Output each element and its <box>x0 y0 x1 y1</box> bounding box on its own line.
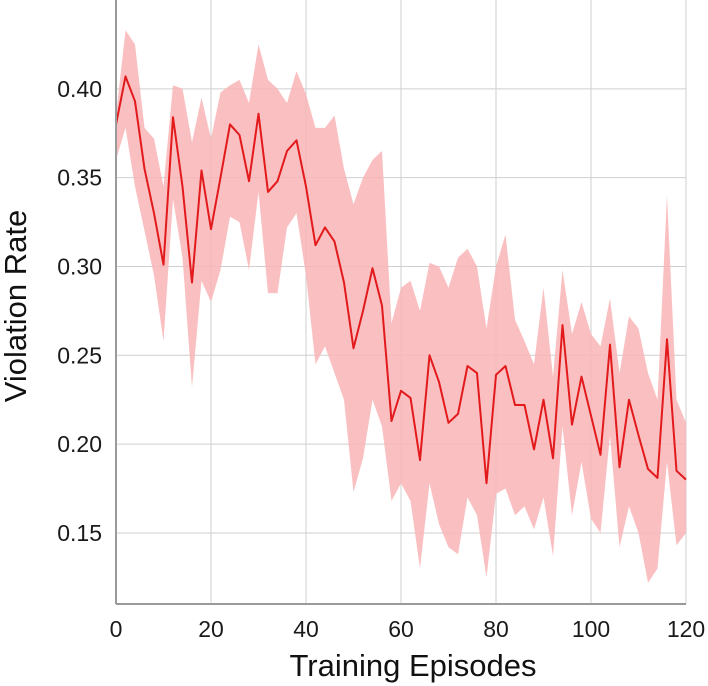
y-tick-label: 0.35 <box>57 165 102 191</box>
x-axis-label: Training Episodes <box>290 648 537 683</box>
y-axis-label: Violation Rate <box>0 210 33 402</box>
x-tick-label: 40 <box>293 616 319 642</box>
y-tick-label: 0.30 <box>57 253 102 279</box>
y-tick-label: 0.25 <box>57 342 102 368</box>
x-tick-label: 120 <box>667 616 705 642</box>
x-tick-label: 20 <box>198 616 224 642</box>
x-tick-label: 100 <box>572 616 610 642</box>
x-tick-label: 80 <box>483 616 509 642</box>
y-tick-label: 0.15 <box>57 520 102 546</box>
x-tick-labels: 0 20 40 60 80 100 120 <box>110 616 706 642</box>
y-tick-label: 0.40 <box>57 76 102 102</box>
y-tick-label: 0.20 <box>57 431 102 457</box>
y-tick-labels: 0.15 0.20 0.25 0.30 0.35 0.40 <box>57 76 102 546</box>
confidence-band <box>116 30 686 583</box>
x-tick-label: 60 <box>388 616 414 642</box>
mean-line <box>115 75 687 485</box>
x-tick-label: 0 <box>110 616 123 642</box>
